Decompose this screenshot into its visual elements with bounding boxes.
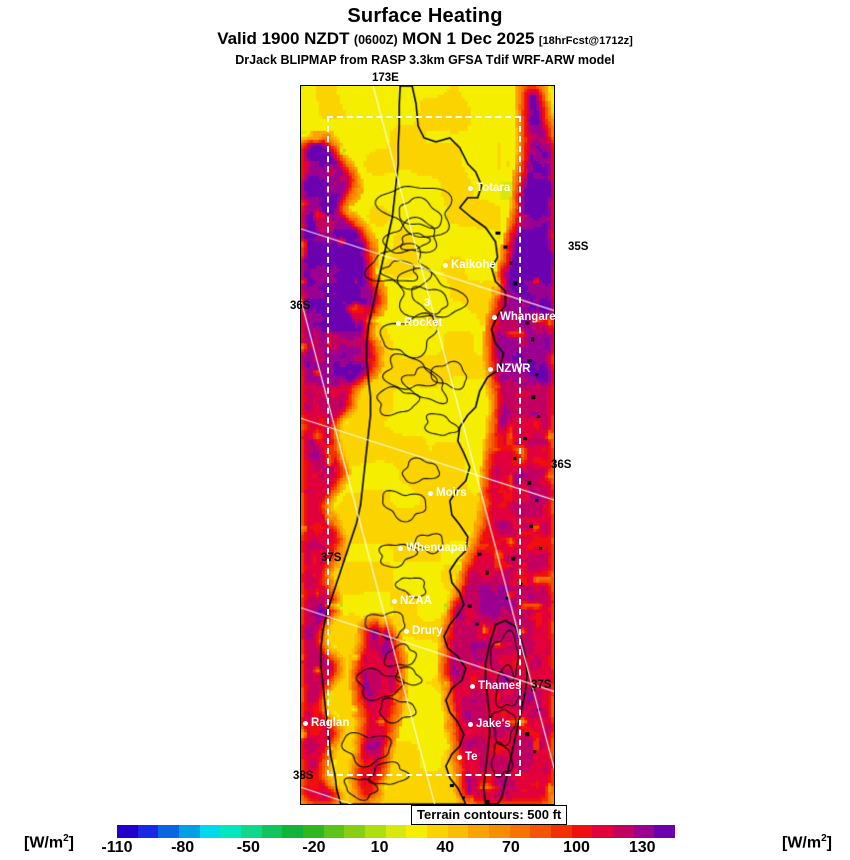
colorbar-segment [158, 825, 180, 838]
graticule-label: 36S [551, 459, 572, 471]
station-label: Thames [478, 680, 522, 692]
valid-date: MON 1 Dec 2025 [402, 29, 535, 48]
station-marker[interactable]: NZWR [488, 363, 531, 376]
colorbar-segment [551, 825, 572, 838]
colorbar-segment [220, 825, 242, 838]
station-marker-dot [443, 262, 448, 268]
colorbar-tick-label: 130 [628, 839, 656, 856]
colorbar-segment [241, 825, 262, 838]
terrain-contour-legend: Terrain contours: 500 ft [411, 805, 568, 825]
station-marker[interactable]: Rocket [396, 317, 443, 330]
colorbar-segment [489, 825, 510, 838]
station-marker[interactable]: Te [457, 751, 478, 764]
graticule-label: 35S [568, 241, 589, 253]
colorbar-segment [117, 825, 138, 838]
colorbar-segment [530, 825, 552, 838]
colorbar-area: [W/m2] [W/m2] -110 -80 -50 -20 10 40 70 100 130 [0, 822, 850, 860]
surface-heating-raster [301, 86, 554, 804]
station-marker[interactable]: Whenuapai [398, 542, 468, 555]
station-marker-dot [468, 721, 473, 727]
graticule-label: 37S [321, 552, 342, 564]
colorbar-tick-label: 40 [436, 839, 455, 856]
station-marker[interactable]: Kaikohe [443, 259, 496, 272]
station-label: Jake's [476, 718, 511, 730]
colorbar-segment [571, 825, 593, 838]
colorbar-segment [199, 825, 221, 838]
station-label: Whangarei [500, 311, 559, 323]
graticule-label: 36S [290, 300, 311, 312]
station-marker[interactable]: NZAA [392, 595, 432, 608]
colorbar-tick-label: 100 [563, 839, 590, 856]
station-label: Totara [476, 182, 511, 194]
station-marker-dot [470, 683, 475, 689]
station-marker[interactable]: Moirs [428, 487, 467, 500]
station-marker-dot [428, 490, 433, 496]
station-label: Moirs [436, 487, 467, 499]
colorbar-segment [261, 825, 283, 838]
valid-time-prefix: Valid 1900 NZDT [217, 29, 350, 48]
colorbar-unit-right: [W/m2] [782, 833, 832, 852]
station-label: Te [465, 751, 478, 763]
station-marker-dot [488, 366, 493, 372]
forecast-tag: [18hrFcst@1712z] [538, 35, 633, 47]
colorbar-tick-label: -80 [171, 839, 195, 856]
colorbar-segment [592, 825, 614, 838]
station-marker-dot [492, 314, 497, 320]
colorbar-tick-label: -50 [236, 839, 260, 856]
colorbar-segment [613, 825, 634, 838]
station-marker-dot [404, 628, 409, 634]
colorbar-segment [303, 825, 324, 838]
colorbar-segment [509, 825, 531, 838]
map-plot-area[interactable] [300, 85, 555, 805]
station-marker-dot [468, 185, 473, 191]
station-label: Drury [412, 625, 443, 637]
graticule-label: 37S [531, 679, 552, 691]
colorbar-segment [137, 825, 159, 838]
station-marker-dot [398, 545, 403, 551]
colorbar-segment [179, 825, 200, 838]
station-label: NZAA [400, 595, 432, 607]
station-label: Kaikohe [451, 259, 496, 271]
station-marker[interactable]: Raglan [303, 717, 350, 730]
colorbar-segment [447, 825, 469, 838]
station-marker-dot [303, 720, 308, 726]
colorbar-segment [344, 825, 366, 838]
station-marker[interactable]: Thames [470, 680, 522, 693]
colorbar-segment [633, 825, 655, 838]
colorbar-segment [468, 825, 490, 838]
station-marker[interactable]: Drury [404, 625, 443, 638]
colorbar-segment [323, 825, 345, 838]
colorbar-segment [385, 825, 407, 838]
colorbar-tick-label: 10 [370, 839, 389, 856]
contour-value-label: 3 [424, 297, 431, 309]
model-description: DrJack BLIPMAP from RASP 3.3km GFSA Tdif… [235, 53, 615, 67]
colorbar-tick-label: 70 [501, 839, 520, 856]
graticule-label: 173E [372, 72, 399, 84]
colorbar-segment [654, 825, 676, 838]
colorbar-segment [427, 825, 448, 838]
page-title: Surface Heating [347, 5, 503, 27]
header: Surface Heating Valid 1900 NZDT (0600Z) … [0, 0, 850, 68]
station-label: Raglan [311, 717, 350, 729]
station-marker-dot [392, 598, 397, 604]
station-marker-dot [457, 754, 462, 760]
colorbar-tick-label: -110 [101, 839, 133, 856]
station-marker-dot [396, 320, 401, 326]
station-label: NZWR [496, 363, 531, 375]
colorbar-segment [406, 825, 428, 838]
colorbar-segment [282, 825, 304, 838]
station-marker[interactable]: Whangarei [492, 311, 559, 324]
graticule-label: 38S [293, 770, 314, 782]
valid-time-line: Valid 1900 NZDT (0600Z) MON 1 Dec 2025 [… [0, 29, 850, 51]
station-marker[interactable]: Jake's [468, 718, 511, 731]
colorbar-segment [365, 825, 386, 838]
colorbar-unit-left: [W/m2] [24, 833, 74, 852]
station-label: Whenuapai [406, 542, 468, 554]
valid-time-utc: (0600Z) [353, 33, 398, 47]
colorbar-gradient[interactable] [117, 825, 676, 838]
colorbar-tick-label: -20 [302, 839, 326, 856]
station-label: Rocket [404, 317, 443, 329]
station-marker[interactable]: Totara [468, 182, 511, 195]
